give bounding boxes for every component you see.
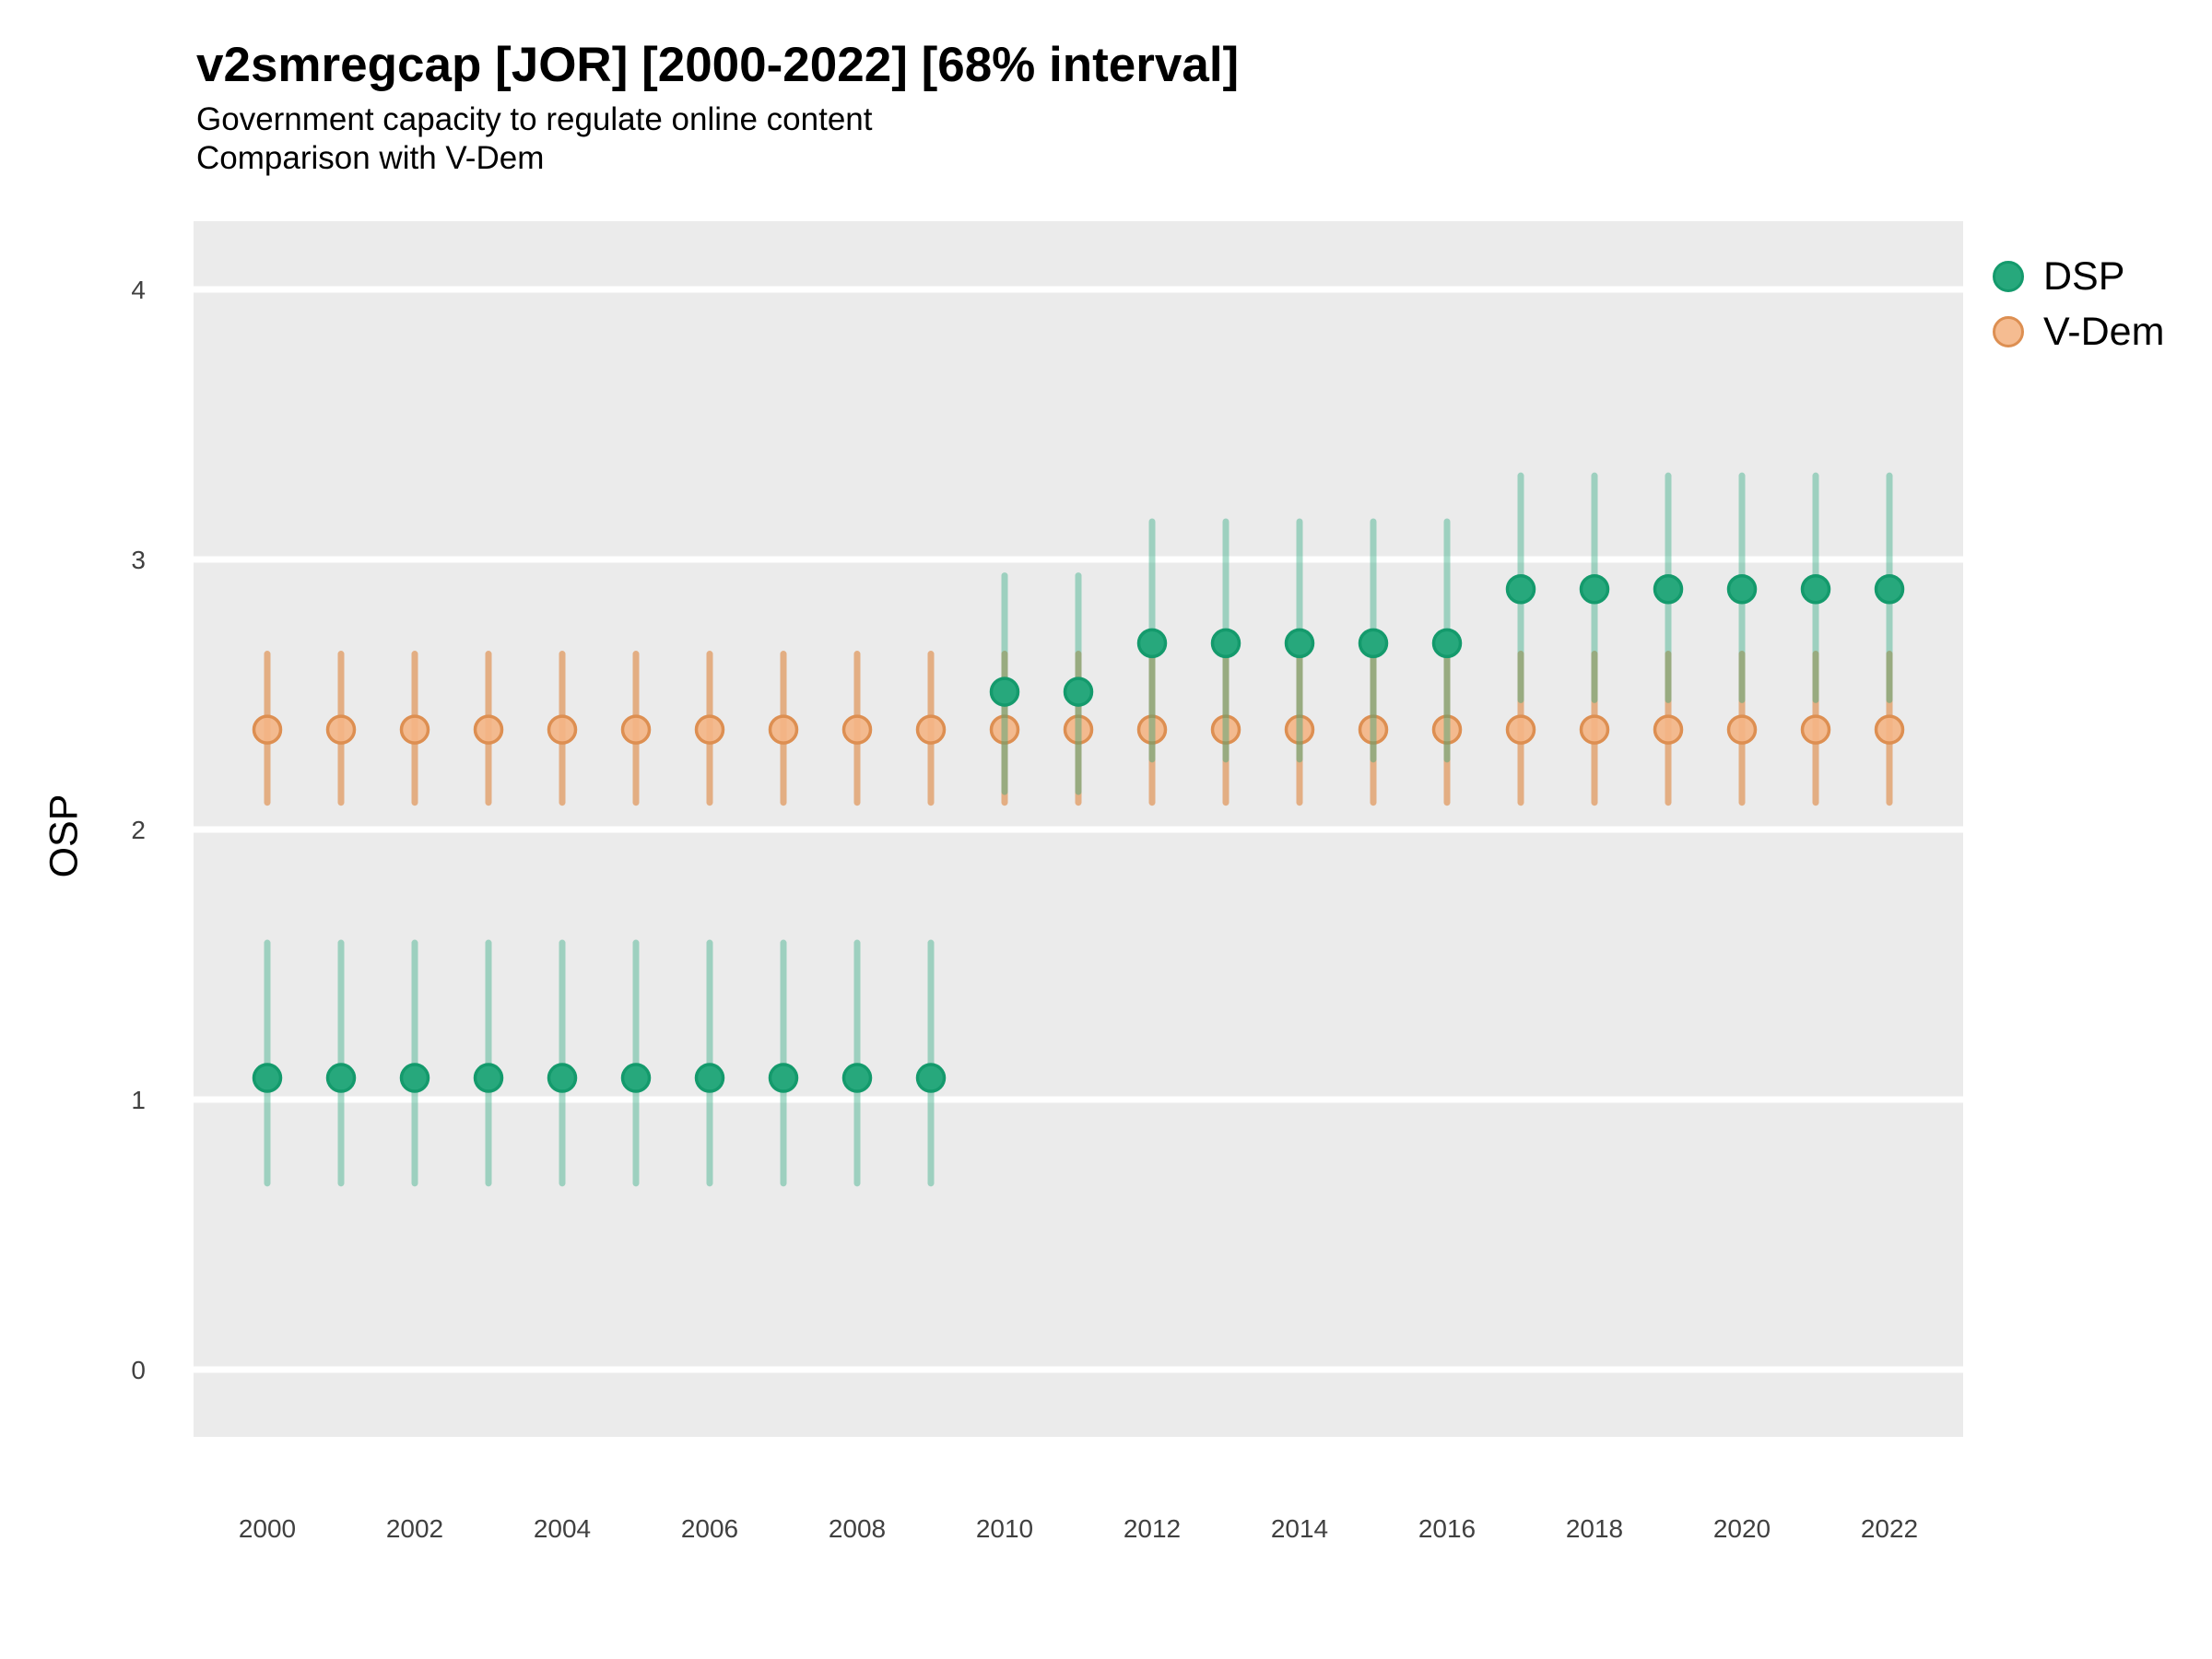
vdem-data-point (620, 714, 652, 745)
dsp-data-point (399, 1063, 430, 1093)
dsp-data-point (989, 677, 1020, 707)
vdem-data-point (399, 714, 430, 745)
vdem-data-point (1136, 714, 1168, 745)
legend-item-vdem: V-Dem (1993, 304, 2164, 359)
y-tick-label: 2 (131, 816, 146, 844)
x-tick-label: 2000 (239, 1514, 296, 1543)
x-tick-label: 2018 (1566, 1514, 1623, 1543)
vdem-data-point (1063, 714, 1094, 745)
x-tick-label: 2004 (534, 1514, 591, 1543)
y-axis-title: OSP (41, 794, 87, 878)
dsp-data-point (1726, 573, 1758, 605)
dsp-data-point (1579, 573, 1610, 605)
vdem-data-point (547, 714, 578, 745)
vdem-data-point (1800, 714, 1831, 745)
dsp-data-point (1505, 573, 1536, 605)
x-tick-label: 2016 (1418, 1514, 1476, 1543)
vdem-data-point (252, 714, 283, 745)
dsp-data-point (547, 1063, 578, 1093)
vdem-data-point (694, 714, 725, 745)
dsp-data-point (841, 1063, 873, 1093)
vdem-data-point (768, 714, 799, 745)
x-tick-label: 2002 (386, 1514, 443, 1543)
chart-title: v2smregcap [JOR] [2000-2022] [68% interv… (196, 38, 1240, 92)
x-tick-label: 2008 (829, 1514, 886, 1543)
dsp-data-point (1431, 628, 1463, 659)
chart-subtitle-line1: Government capacity to regulate online c… (196, 101, 873, 137)
vdem-data-point (325, 714, 357, 745)
vdem-data-point (1505, 714, 1536, 745)
vdem-data-point (1653, 714, 1684, 745)
x-tick-label: 2020 (1713, 1514, 1771, 1543)
dsp-data-point (473, 1063, 504, 1093)
legend-label-dsp: DSP (2043, 253, 2125, 299)
dsp-data-point (694, 1063, 725, 1093)
dsp-data-point (1800, 573, 1831, 605)
dsp-data-point (1210, 628, 1241, 659)
y-tick-label: 1 (131, 1086, 146, 1114)
dsp-legend-dot-icon (1993, 261, 2024, 292)
y-tick-label: 3 (131, 546, 146, 574)
x-tick-label: 2012 (1124, 1514, 1181, 1543)
x-tick-label: 2006 (681, 1514, 738, 1543)
dsp-data-point (1284, 628, 1315, 659)
dsp-data-point (915, 1063, 947, 1093)
vdem-data-point (1579, 714, 1610, 745)
vdem-data-point (1284, 714, 1315, 745)
x-tick-label: 2010 (976, 1514, 1033, 1543)
dsp-data-point (1063, 677, 1094, 707)
vdem-data-point (1210, 714, 1241, 745)
dsp-data-point (1358, 628, 1389, 659)
vdem-data-point (1726, 714, 1758, 745)
dsp-data-point (1653, 573, 1684, 605)
dsp-data-point (1874, 573, 1905, 605)
x-tick-label: 2022 (1861, 1514, 1918, 1543)
chart-subtitle-line2: Comparison with V-Dem (196, 140, 545, 176)
dsp-data-point (620, 1063, 652, 1093)
dsp-data-point (252, 1063, 283, 1093)
vdem-data-point (473, 714, 504, 745)
y-tick-label: 0 (131, 1356, 146, 1384)
vdem-data-point (915, 714, 947, 745)
vdem-data-point (989, 714, 1020, 745)
y-tick-label: 4 (131, 276, 146, 304)
vdem-data-point (1431, 714, 1463, 745)
vdem-data-point (1874, 714, 1905, 745)
legend-label-vdem: V-Dem (2043, 309, 2165, 354)
legend-item-dsp: DSP (1993, 249, 2164, 304)
dsp-data-point (325, 1063, 357, 1093)
legend: DSP V-Dem (1993, 249, 2164, 359)
dsp-data-point (768, 1063, 799, 1093)
vdem-data-point (1358, 714, 1389, 745)
vdem-legend-dot-icon (1993, 316, 2024, 347)
vdem-data-point (841, 714, 873, 745)
x-tick-label: 2014 (1271, 1514, 1328, 1543)
dsp-data-point (1136, 628, 1168, 659)
